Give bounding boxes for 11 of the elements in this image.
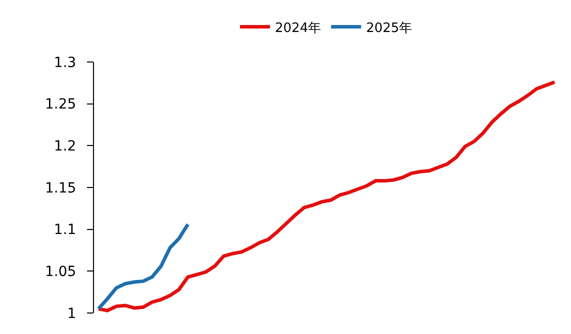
y-tick-label: 1.2 <box>54 138 76 155</box>
y-tick-label: 1.1 <box>54 222 76 238</box>
y-tick-label: 1.15 <box>45 180 76 196</box>
y-tick-label: 1.05 <box>45 264 76 280</box>
y-tick-label: 1 <box>67 306 76 322</box>
legend-label: 2024年 <box>275 20 322 36</box>
y-tick-label: 1.3 <box>54 54 76 71</box>
line-series <box>96 80 556 312</box>
legend-label: 2025年 <box>366 20 412 36</box>
y-tick-label: 1.25 <box>45 96 76 113</box>
line-series <box>96 222 190 311</box>
